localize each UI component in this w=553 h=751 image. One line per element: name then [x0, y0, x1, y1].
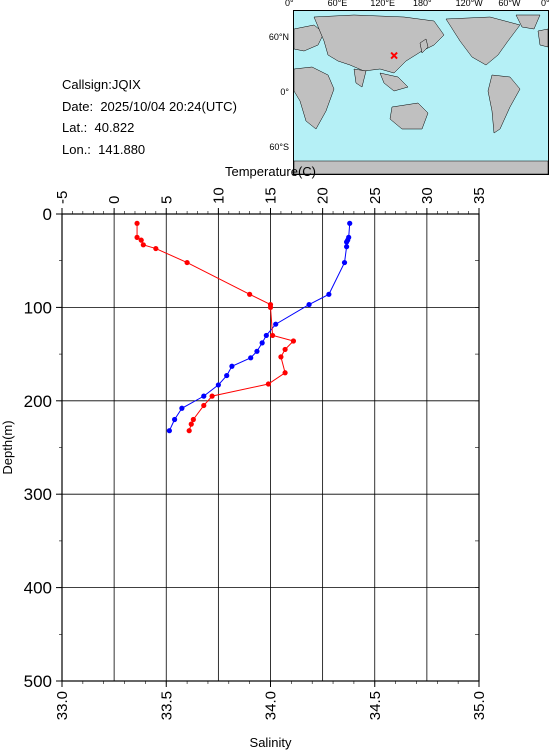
lat-row: Lat.: 40.822 [62, 117, 237, 139]
salinity-data-point [265, 381, 272, 387]
temperature-data-point [259, 340, 265, 346]
temperature-data-point [273, 321, 279, 327]
date-row: Date: 2025/10/04 20:24(UTC) [62, 96, 237, 118]
salinity-data-point [290, 338, 297, 344]
station-marker-stroke [390, 51, 398, 60]
salinity-data-point [134, 234, 140, 240]
salinity-data-point [267, 304, 274, 310]
salinity-data-point [186, 428, 192, 434]
bottom-axis-tick-label: 33.5 [158, 691, 175, 720]
salinity-data-point [209, 393, 215, 399]
top-axis-tick-label: 25 [367, 187, 384, 204]
depth-axis-tick-label: 400 [24, 579, 52, 598]
bottom-axis-tick-label: 35.0 [471, 691, 488, 720]
salinity-data-point [134, 220, 140, 226]
salinity-data-point [188, 421, 194, 427]
depth-axis-tick-label: 100 [24, 298, 52, 317]
top-axis-tick-label: -5 [54, 191, 71, 204]
land-japan [419, 38, 429, 54]
salinity-data-point [201, 402, 207, 409]
land-greenland [515, 14, 541, 30]
salinity-data-point [153, 245, 159, 252]
top-axis-tick-label: 15 [263, 187, 280, 204]
land-se-asia [379, 72, 409, 92]
bottom-axis-label: Salinity [250, 735, 292, 750]
top-axis-tick-label: 35 [471, 187, 488, 204]
temperature-data-point [263, 332, 269, 339]
land-india [353, 68, 367, 88]
lon-row: Lon.: 141.880 [62, 139, 237, 161]
top-axis-tick-label: 20 [315, 187, 332, 204]
bottom-axis-tick-label: 34.0 [263, 691, 280, 720]
land-europe [294, 24, 325, 52]
temperature-data-point [229, 363, 235, 369]
temperature-data-point [224, 372, 230, 379]
world-map [293, 10, 549, 175]
station-info: Callsign:JQIX Date: 2025/10/04 20:24(UTC… [62, 74, 237, 160]
lon-label: Lon.: [62, 141, 91, 157]
temperature-data-point [248, 355, 254, 361]
station-marker-icon [390, 51, 398, 60]
land-europe-wrap [537, 28, 548, 48]
top-axis-tick-label: 10 [210, 187, 227, 204]
temperature-data-point [344, 244, 350, 250]
lat-value: 40.822 [94, 120, 135, 135]
callsign-text: Callsign:JQIX [62, 77, 141, 92]
depth-axis-label: Depth(m) [0, 420, 15, 474]
salinity-profile-line [136, 223, 295, 431]
world-map-svg [294, 14, 548, 174]
salinity-data-point [190, 416, 196, 423]
salinity-data-point [247, 291, 253, 297]
lat-label: Lat.: [62, 120, 88, 135]
depth-axis-tick-label: 500 [24, 672, 52, 691]
top-axis-tick-label: 0 [106, 196, 123, 204]
temperature-data-point [347, 220, 353, 226]
depth-axis-tick-label: 0 [43, 205, 52, 224]
salinity-data-point [282, 370, 288, 376]
salinity-data-point [140, 242, 146, 248]
bottom-axis-tick-label: 34.5 [367, 691, 384, 720]
land-antarctica [294, 160, 548, 174]
salinity-data-point [184, 259, 190, 266]
date-value: 2025/10/04 20:24(UTC) [100, 98, 237, 114]
land-asia [313, 14, 445, 74]
bottom-axis-tick-label: 33.0 [54, 691, 71, 720]
temperature-data-point [171, 416, 178, 423]
depth-axis-tick-label: 300 [24, 485, 52, 504]
land-africa [294, 66, 335, 130]
temperature-data-point [341, 259, 348, 266]
temperature-data-point [254, 348, 260, 354]
lon-value: 141.880 [98, 141, 146, 157]
top-axis-tick-label: 30 [419, 187, 436, 204]
temperature-data-point [306, 301, 312, 308]
salinity-data-point [282, 346, 288, 353]
salinity-data-point [138, 237, 144, 243]
top-axis-tick-label: 5 [158, 196, 175, 204]
temperature-data-point [201, 393, 207, 399]
land-north-america [445, 16, 521, 66]
temperature-data-point [179, 405, 185, 411]
temperature-data-point [344, 239, 350, 245]
top-axis-label: Temperature(C) [225, 164, 316, 179]
land-shapes [294, 14, 548, 174]
depth-axis-tick-label: 200 [24, 392, 52, 411]
salinity-data-point [269, 332, 276, 339]
temperature-data-point [166, 428, 172, 434]
temperature-data-point [215, 382, 221, 388]
date-label: Date: [62, 98, 94, 114]
land-australia [389, 102, 429, 130]
temperature-data-point [326, 291, 332, 297]
salinity-data-point [278, 354, 284, 360]
land-south-america [487, 74, 521, 134]
